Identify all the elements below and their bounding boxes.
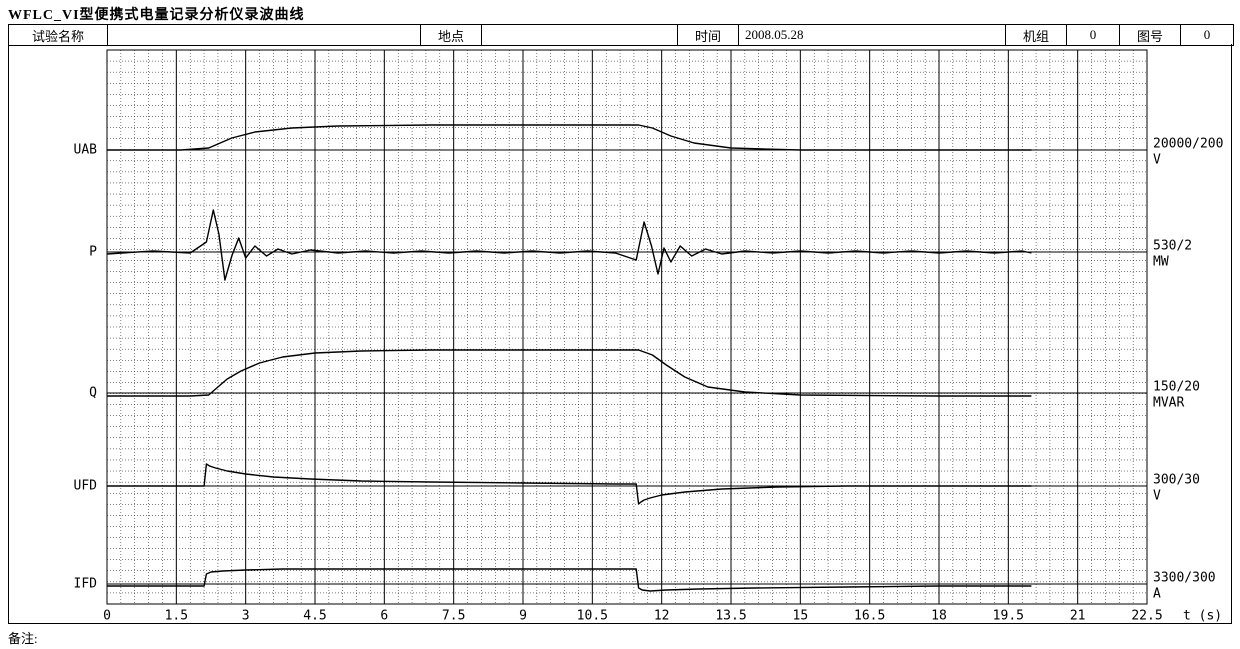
svg-text:1.5: 1.5	[165, 609, 188, 624]
plot-frame: 0 1.5 3 4.5 6 7.5 9 10.5 12 13.5 15 16.5 18 19.5 21 22.…	[8, 44, 1232, 624]
svg-text:10.5: 10.5	[577, 609, 608, 624]
time-label: 时间	[678, 25, 739, 45]
time-value: 2008.05.28	[739, 25, 1006, 45]
svg-text:16.5: 16.5	[854, 609, 885, 624]
svg-text:300/30: 300/30	[1153, 473, 1200, 488]
svg-text:Q: Q	[89, 386, 97, 401]
svg-text:IFD: IFD	[74, 577, 98, 592]
svg-text:13.5: 13.5	[715, 609, 746, 624]
page-title: WFLC_VI型便携式电量记录分析仪录波曲线	[8, 4, 305, 24]
svg-text:A: A	[1153, 587, 1161, 602]
svg-text:530/2: 530/2	[1153, 239, 1192, 254]
svg-text:6: 6	[380, 609, 388, 624]
unit-label: 机组	[1006, 25, 1067, 45]
test-name-value	[108, 25, 421, 45]
svg-text:P: P	[89, 245, 97, 260]
test-name-label: 试验名称	[9, 25, 108, 45]
svg-text:20000/200: 20000/200	[1153, 137, 1223, 152]
svg-text:21: 21	[1070, 609, 1086, 624]
svg-text:V: V	[1153, 153, 1161, 168]
svg-text:0: 0	[103, 609, 111, 624]
waveform-plot: 0 1.5 3 4.5 6 7.5 9 10.5 12 13.5 15 16.5 18 19.5 21 22.…	[9, 44, 1233, 624]
svg-text:V: V	[1153, 489, 1161, 504]
fig-value: 0	[1181, 25, 1233, 45]
svg-text:4.5: 4.5	[303, 609, 326, 624]
svg-text:UFD: UFD	[74, 479, 98, 494]
header-row: 试验名称 地点 时间 2008.05.28 机组 0 图号 0	[8, 24, 1234, 46]
svg-text:MW: MW	[1153, 255, 1169, 270]
location-label: 地点	[421, 25, 482, 45]
svg-text:UAB: UAB	[74, 143, 98, 158]
svg-text:3300/300: 3300/300	[1153, 571, 1216, 586]
svg-text:t (s): t (s)	[1183, 609, 1222, 624]
svg-text:22.5: 22.5	[1131, 609, 1162, 624]
location-value	[482, 25, 678, 45]
svg-text:19.5: 19.5	[993, 609, 1024, 624]
svg-text:3: 3	[242, 609, 250, 624]
unit-value: 0	[1067, 25, 1120, 45]
svg-text:12: 12	[654, 609, 670, 624]
svg-text:9: 9	[519, 609, 527, 624]
fig-label: 图号	[1120, 25, 1181, 45]
footer-label: 备注:	[8, 628, 38, 647]
svg-text:150/20: 150/20	[1153, 380, 1200, 395]
svg-text:7.5: 7.5	[442, 609, 465, 624]
svg-text:15: 15	[793, 609, 809, 624]
svg-text:MVAR: MVAR	[1153, 396, 1184, 411]
svg-text:18: 18	[931, 609, 947, 624]
